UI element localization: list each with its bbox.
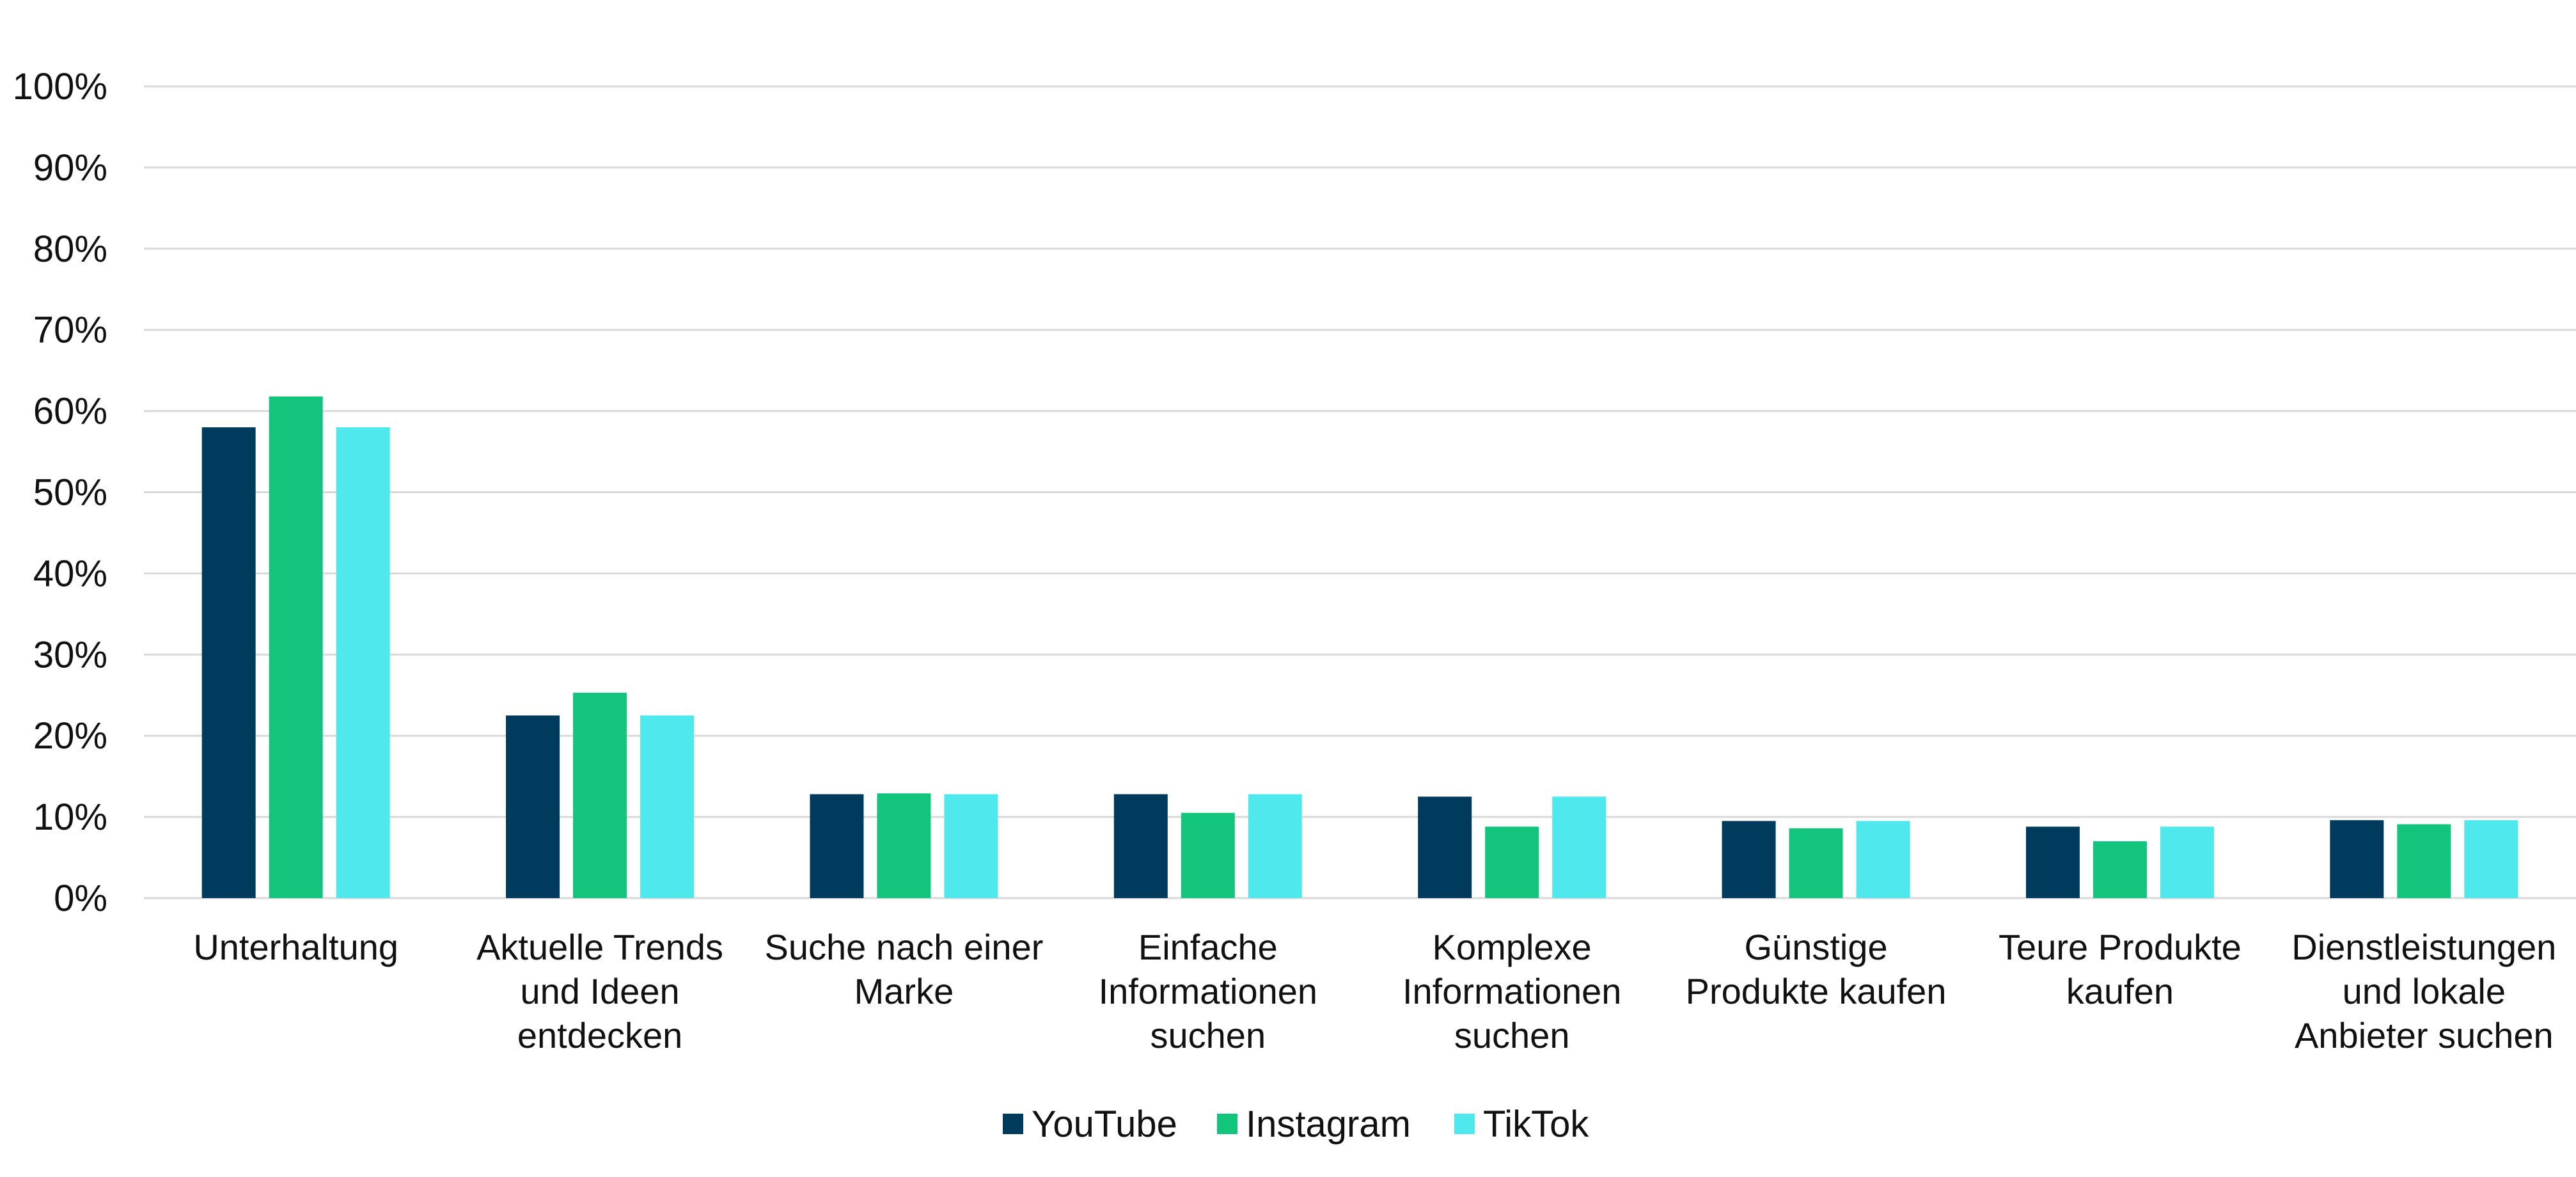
bar-instagram [877,793,931,898]
bar-tiktok [944,794,998,898]
y-tick-label: 50% [33,472,107,514]
bar-instagram [1181,812,1235,898]
y-axis-tick-labels: 0% 10% 20% 30% 40% 50% 60% 70% 80% 90% 100% [13,66,107,919]
category-label: Dienstleistungen und lokale Anbieter suche… [2291,927,2556,1055]
bar-youtube [1113,794,1168,898]
bars [201,396,2518,898]
bar-instagram [1789,828,1843,898]
category-label: Suche nach einer Marke [765,927,1044,1011]
bar-tiktok [1248,794,1302,898]
bar-youtube [1418,796,1472,898]
y-tick-label: 0% [54,878,107,919]
y-tick-label: 90% [33,147,107,189]
legend-label-instagram: Instagram [1246,1103,1411,1145]
legend-swatch-youtube [1003,1114,1023,1134]
category-label: Unterhaltung [193,927,398,967]
bar-youtube [201,427,256,898]
bar-youtube [506,715,560,898]
bar-youtube [1722,821,1776,898]
category-label: Teure Produkte kaufen [1999,927,2242,1011]
bar-instagram [1485,826,1539,898]
y-tick-label: 20% [33,715,107,757]
category-label: Einfache Informationen suchen [1099,927,1317,1055]
bar-tiktok [2160,826,2214,898]
y-tick-label: 10% [33,796,107,838]
category-label: Komplexe Informationen suchen [1402,927,1621,1055]
bar-tiktok [1856,821,1910,898]
bar-instagram [573,692,627,898]
category-label: Günstige Produkte kaufen [1686,927,1947,1011]
legend-swatch-instagram [1217,1114,1237,1134]
legend-label-tiktok: TikTok [1483,1103,1589,1145]
y-tick-label: 40% [33,553,107,594]
bar-tiktok [336,427,390,898]
y-tick-label: 80% [33,228,107,270]
legend: YouTube Instagram TikTok [1003,1103,1589,1145]
x-axis-category-labels: Unterhaltung Aktuelle Trends und Ideen entd… [193,927,2556,1055]
bar-instagram [2093,841,2147,898]
bar-instagram [2397,824,2451,898]
bar-youtube [2025,826,2080,898]
bar-youtube [810,794,864,898]
y-tick-label: 30% [33,634,107,675]
bar-youtube [2330,820,2384,898]
legend-swatch-tiktok [1454,1114,1475,1134]
bar-tiktok [2464,820,2518,898]
bar-tiktok [1552,796,1606,898]
legend-label-youtube: YouTube [1032,1103,1177,1145]
category-label: Aktuelle Trends und Ideen entdecken [476,927,723,1055]
bar-tiktok [640,715,695,898]
y-tick-label: 100% [13,66,107,107]
y-tick-label: 60% [33,391,107,432]
bar-instagram [269,396,323,898]
y-tick-label: 70% [33,310,107,351]
